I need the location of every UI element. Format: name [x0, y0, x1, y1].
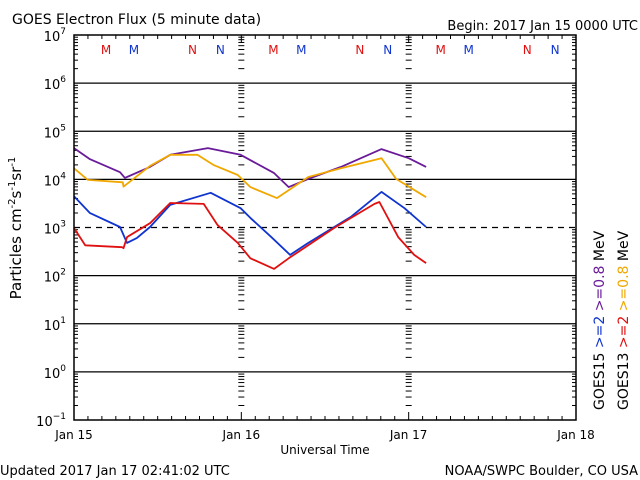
legend-text: >=2 [616, 316, 632, 353]
updated-timestamp: Updated 2017 Jan 17 02:41:02 UTC [0, 464, 230, 479]
legend-text: >=0.8 [616, 266, 632, 316]
credit-label: NOAA/SWPC Boulder, CO USA [445, 464, 638, 479]
x-tick-label: Jan 18 [556, 428, 595, 442]
x-tick-label: Jan 15 [54, 428, 93, 442]
series-line-goes15-0-8-mev [73, 147, 427, 188]
legend-text: GOES15 [592, 353, 608, 410]
begin-label: Begin: 2017 Jan 15 0000 UTC [447, 19, 638, 34]
midnight-marker: M [436, 43, 446, 57]
y-tick-label: 106 [44, 75, 67, 93]
y-tick-label: 103 [44, 220, 66, 238]
legend-entry: GOES15 >=2 >=0.8 MeV [592, 230, 608, 410]
legend-text: >=0.8 [592, 266, 608, 316]
midnight-marker: M [296, 43, 306, 57]
y-tick-label: 102 [44, 268, 66, 286]
chart-title: GOES Electron Flux (5 minute data) [12, 12, 261, 28]
series-line-goes13-0-8-mev [73, 153, 427, 199]
noon-marker: N [216, 43, 225, 57]
x-axis-label: Universal Time [280, 443, 369, 457]
noon-marker: N [523, 43, 532, 57]
series-line-goes13-2-mev [73, 201, 427, 270]
legend-text: >=2 [592, 316, 608, 353]
midnight-marker: M [268, 43, 278, 57]
y-tick-label: 104 [44, 171, 67, 189]
x-tick-label: Jan 16 [222, 428, 261, 442]
legend-text: MeV [592, 230, 608, 265]
noon-marker: N [383, 43, 392, 57]
y-tick-label: 105 [44, 123, 66, 141]
noon-marker: N [188, 43, 197, 57]
y-tick-label: 101 [44, 316, 66, 334]
y-axis-label: Particles cm-2s-1sr-1 [7, 157, 25, 300]
plot-frame [73, 34, 577, 421]
midnight-marker: M [101, 43, 111, 57]
series-line-goes15-2-mev [73, 191, 427, 256]
midnight-marker: M [129, 43, 139, 57]
midnight-marker: M [463, 43, 473, 57]
x-tick-label: Jan 17 [389, 428, 428, 442]
y-tick-label: 107 [44, 27, 66, 45]
noon-marker: N [355, 43, 364, 57]
y-tick-label: 10−1 [36, 412, 66, 430]
y-tick-label: 100 [44, 364, 67, 382]
legend-entry: GOES13 >=2 >=0.8 MeV [616, 230, 632, 410]
legend-text: MeV [616, 230, 632, 265]
legend-text: GOES13 [616, 353, 632, 410]
noon-marker: N [551, 43, 560, 57]
